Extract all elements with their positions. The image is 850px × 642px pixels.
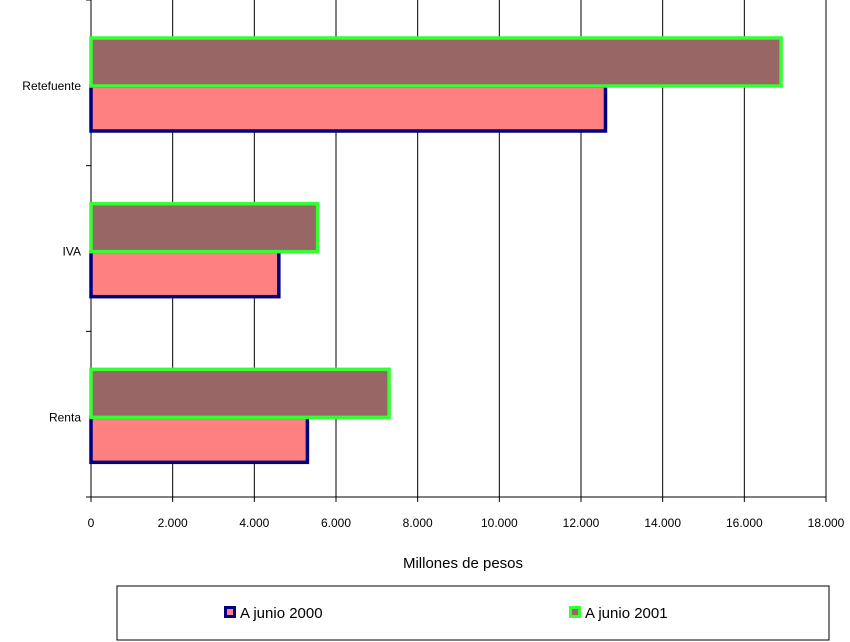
x-tick-label: 12.000 — [563, 516, 600, 530]
x-tick-label: 6.000 — [321, 516, 351, 530]
x-tick-label: 10.000 — [481, 516, 518, 530]
x-tick-label: 2.000 — [158, 516, 188, 530]
bar — [89, 415, 310, 465]
legend-label: A junio 2001 — [585, 605, 668, 622]
x-axis-label: Millones de pesos — [403, 555, 523, 572]
x-tick-label: 18.000 — [808, 516, 845, 530]
legend-swatch — [224, 606, 236, 618]
bar — [89, 201, 320, 254]
bar — [89, 36, 783, 88]
bar — [89, 367, 391, 420]
y-tick-label: Retefuente — [22, 79, 81, 93]
x-tick-label: 4.000 — [239, 516, 269, 530]
legend-swatch — [569, 606, 581, 618]
bar — [89, 84, 608, 133]
y-tick-label: Renta — [49, 410, 81, 424]
legend-label: A junio 2000 — [240, 605, 323, 622]
x-tick-label: 0 — [88, 516, 95, 530]
x-tick-label: 14.000 — [644, 516, 681, 530]
bar — [89, 249, 281, 299]
y-tick-label: IVA — [63, 245, 81, 259]
legend-box — [116, 585, 830, 641]
x-tick-label: 16.000 — [726, 516, 763, 530]
x-tick-label: 8.000 — [403, 516, 433, 530]
